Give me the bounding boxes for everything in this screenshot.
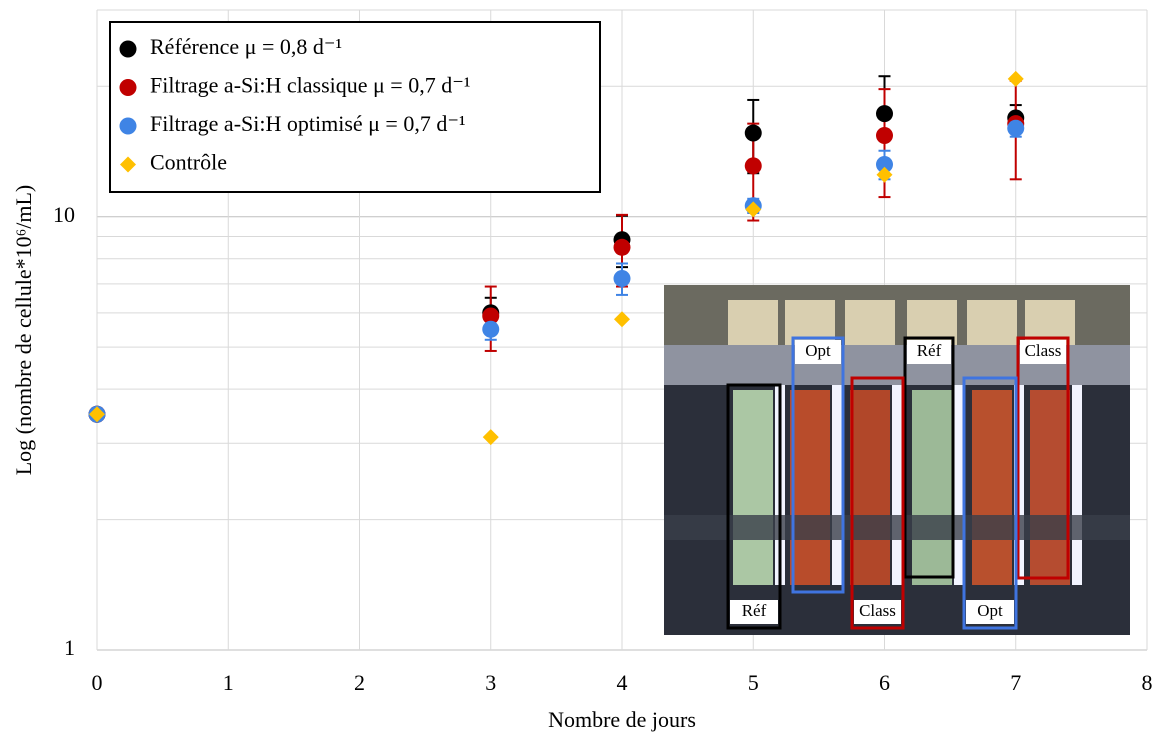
tube	[790, 390, 830, 585]
x-axis-title: Nombre de jours	[548, 707, 696, 732]
inset-label: Class	[859, 601, 896, 620]
tube	[972, 390, 1012, 585]
label-bg	[907, 340, 951, 364]
inset-label: Opt	[805, 341, 831, 360]
tube-cap	[967, 300, 1017, 345]
label-box	[962, 376, 1018, 630]
tube	[733, 390, 773, 585]
tube	[850, 390, 890, 585]
circle-marker	[119, 79, 137, 96]
tube-light	[1072, 385, 1082, 585]
circle-marker	[876, 126, 893, 144]
label-box	[850, 376, 905, 630]
tube-light	[892, 385, 902, 585]
label-bg	[730, 600, 778, 624]
inset-label: Réf	[742, 601, 767, 620]
tube	[1030, 390, 1070, 585]
label-bg	[966, 600, 1014, 624]
label-bg	[854, 600, 901, 624]
label-box	[726, 383, 782, 630]
legend-label: Contrôle	[150, 150, 227, 175]
diamond-marker	[745, 201, 762, 218]
x-tick-label: 2	[354, 670, 365, 695]
x-tick-label: 1	[223, 670, 234, 695]
x-tick-label: 7	[1010, 670, 1021, 695]
tube-cap	[728, 300, 778, 345]
circle-marker	[613, 270, 631, 288]
diamond-marker	[1007, 70, 1024, 87]
x-tick-label: 8	[1142, 670, 1153, 695]
diamond-marker	[614, 311, 630, 328]
inset-label: Réf	[917, 341, 942, 360]
circle-marker	[744, 157, 762, 175]
label-bg	[795, 340, 841, 364]
tube-light	[954, 385, 964, 585]
circle-marker	[482, 307, 500, 325]
legend-label: Filtrage a-Si:H classique μ = 0,7 d⁻¹	[150, 73, 470, 98]
inset-label: Class	[1025, 341, 1062, 360]
circle-marker	[613, 238, 631, 256]
label-box	[903, 336, 955, 579]
legend: Référence μ = 0,8 d⁻¹ Filtrage a-Si:H cla…	[109, 21, 601, 193]
diamond-marker	[89, 406, 105, 423]
circle-marker	[482, 320, 500, 338]
legend-label: Référence μ = 0,8 d⁻¹	[150, 34, 342, 59]
tube-light	[832, 385, 842, 585]
circle-marker	[119, 40, 137, 58]
circle-marker	[876, 155, 893, 173]
y-tick-label: 1	[64, 635, 75, 660]
x-tick-label: 5	[748, 670, 759, 695]
circle-marker	[876, 105, 893, 123]
legend-box	[109, 21, 601, 193]
circle-marker	[1007, 119, 1025, 137]
x-tick-label: 0	[92, 670, 103, 695]
legend-label: Filtrage a-Si:H optimisé μ = 0,7 d⁻¹	[150, 111, 466, 136]
x-tick-label: 6	[879, 670, 890, 695]
inset-label: Opt	[977, 601, 1003, 620]
y-axis-title: Log (nombre de cellule*10⁶/mL)	[11, 185, 36, 476]
tube	[912, 390, 952, 585]
label-box	[1016, 336, 1070, 580]
label-bg	[1020, 340, 1066, 364]
circle-marker	[119, 117, 137, 135]
diamond-marker	[482, 429, 499, 446]
inset-photo: Opt Réf Class Réf Class Opt	[664, 285, 1130, 635]
label-box	[791, 336, 845, 594]
x-tick-label: 3	[485, 670, 496, 695]
circle-marker	[744, 124, 762, 142]
diamond-marker	[120, 156, 136, 173]
photo-base	[664, 515, 1130, 540]
y-tick-label: 10	[53, 202, 75, 227]
tube-cap	[845, 300, 895, 345]
x-tick-label: 4	[617, 670, 628, 695]
diamond-marker	[876, 166, 893, 183]
